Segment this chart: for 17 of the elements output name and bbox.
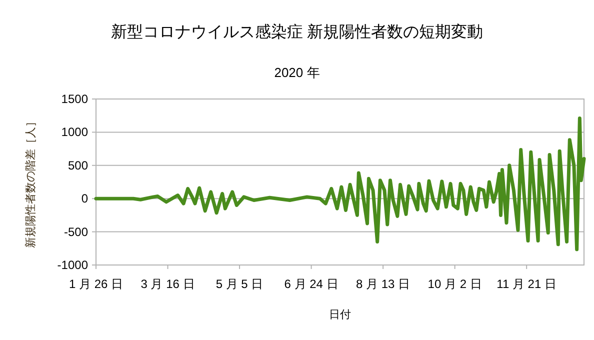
x-tick-label: 1 月 26 日 <box>68 277 124 291</box>
y-tick-label: 500 <box>68 158 88 172</box>
x-tick-label: 8 月 13 日 <box>356 277 410 291</box>
chart-title: 新型コロナウイルス感染症 新規陽性者数の短期変動 <box>110 23 484 41</box>
y-tick-label: 1500 <box>61 92 88 106</box>
y-tick-label: -1000 <box>57 258 88 272</box>
x-tick-label: 3 月 16 日 <box>140 277 195 291</box>
y-tick-label: -500 <box>64 224 88 239</box>
y-tick-label: 0 <box>81 192 88 206</box>
x-tick-label: 10 月 2 日 <box>428 277 482 291</box>
x-axis-title: 日付 <box>329 309 351 321</box>
y-axis-title: 新規陽性者数の階差［人］ <box>24 116 37 248</box>
y-tick-label: 1000 <box>61 125 88 140</box>
x-tick-label: 5 月 5 日 <box>216 277 264 291</box>
chart-subtitle: 2020 年 <box>274 65 320 80</box>
x-tick-label: 6 月 24 日 <box>284 277 338 291</box>
x-tick-label: 11 月 21 日 <box>496 277 556 291</box>
